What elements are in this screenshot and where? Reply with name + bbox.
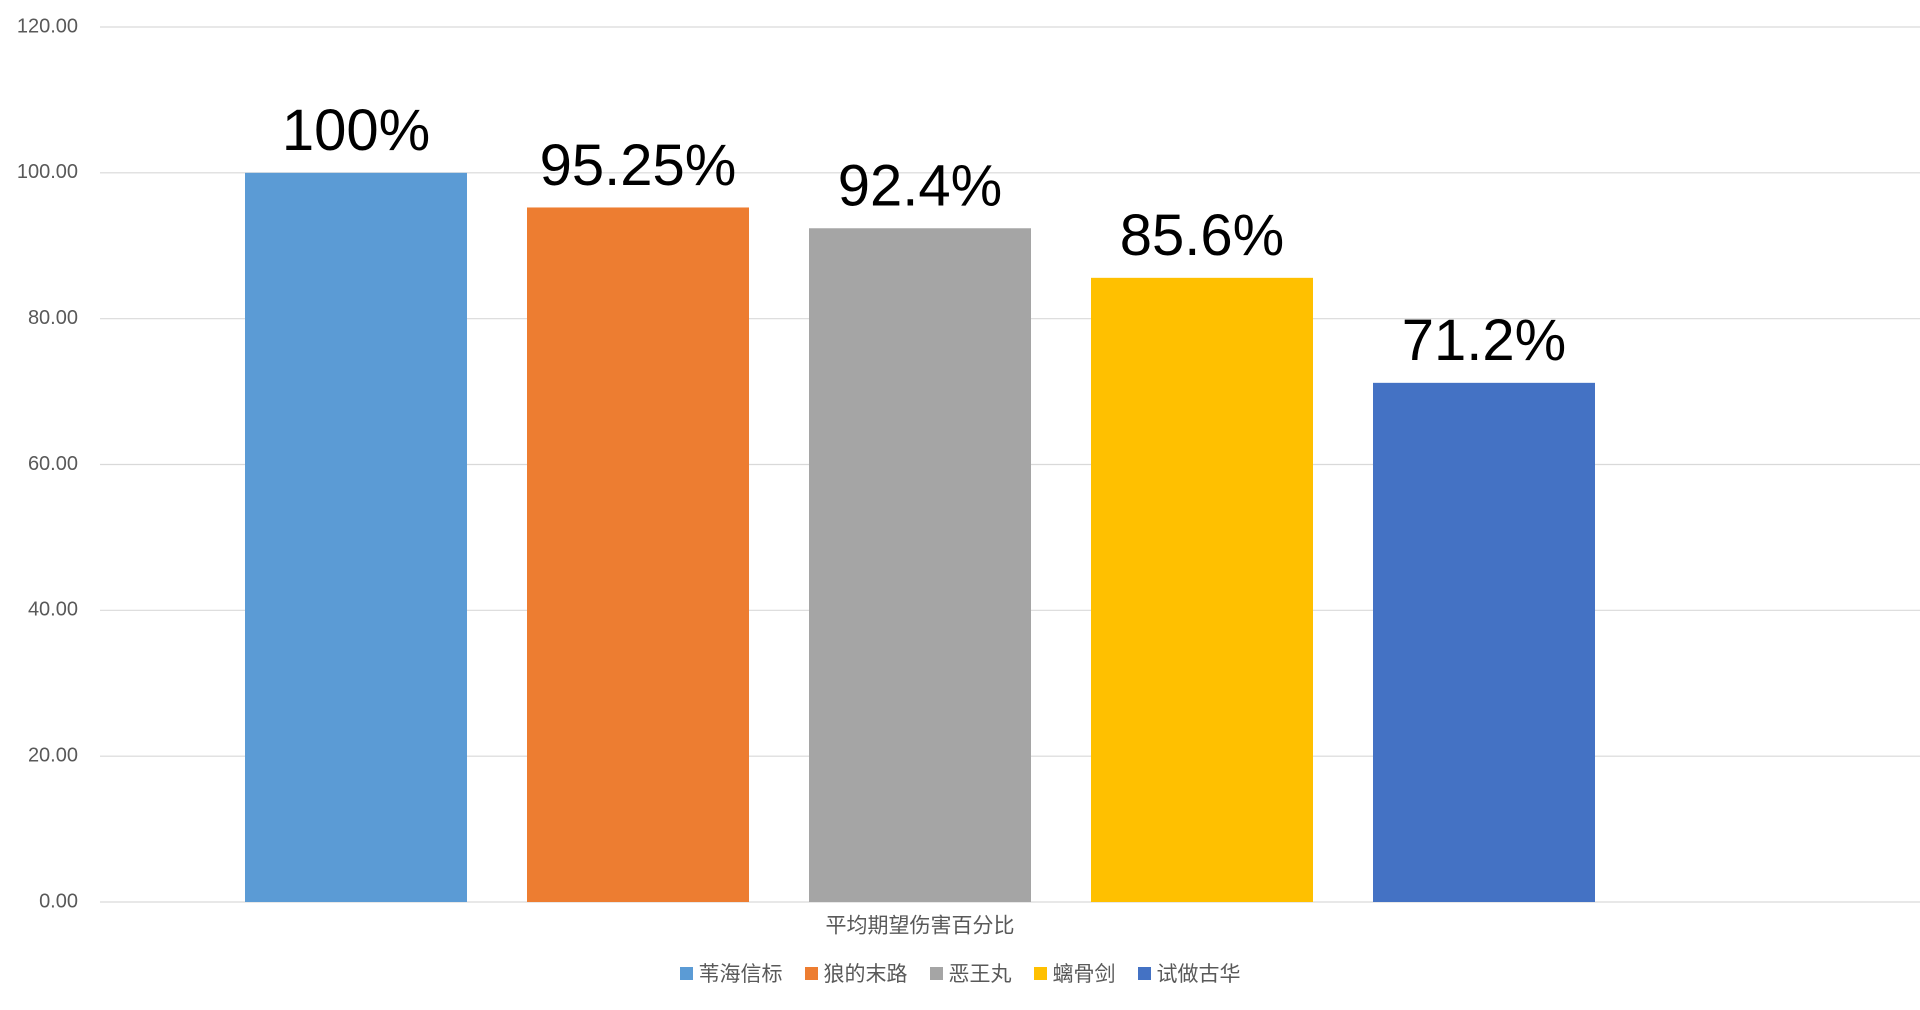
bar (527, 207, 749, 902)
y-tick-label: 80.00 (28, 307, 78, 329)
y-tick-label: 120.00 (17, 15, 78, 37)
value-label: 100% (282, 98, 430, 163)
legend-label: 恶王丸 (948, 963, 1012, 986)
legend-item: 恶王丸 (929, 958, 1012, 988)
y-tick-label: 40.00 (28, 599, 78, 621)
legend-swatch (679, 966, 693, 980)
bar (245, 172, 467, 903)
legend-item: 螭骨剑 (1033, 958, 1116, 988)
bar (1373, 382, 1595, 902)
legend: 苇海信标 狼的末路 恶王丸 螭骨剑 试做古华 (0, 958, 1920, 988)
legend-item: 狼的末路 (804, 958, 908, 988)
legend-item: 苇海信标 (679, 958, 783, 988)
y-tick-label: 60.00 (28, 453, 78, 475)
legend-swatch (1137, 966, 1151, 980)
x-tick-label: 平均期望伤害百分比 (826, 915, 1015, 938)
value-label: 85.6% (1120, 203, 1284, 268)
value-label: 71.2% (1402, 308, 1566, 373)
value-label: 95.25% (540, 133, 737, 198)
y-tick-label: 100.00 (17, 161, 78, 183)
y-tick-label: 20.00 (28, 744, 78, 766)
legend-label: 苇海信标 (698, 963, 783, 986)
legend-swatch (929, 966, 943, 980)
legend-label: 试做古华 (1156, 963, 1241, 986)
y-tick-label: 0.00 (39, 890, 78, 912)
legend-item: 试做古华 (1137, 958, 1241, 988)
value-label: 92.4% (838, 154, 1002, 219)
legend-swatch (804, 966, 818, 980)
bar (809, 228, 1031, 902)
legend-label: 螭骨剑 (1052, 963, 1116, 986)
legend-label: 狼的末路 (823, 963, 908, 986)
legend-swatch (1033, 966, 1047, 980)
bar (1091, 277, 1313, 902)
